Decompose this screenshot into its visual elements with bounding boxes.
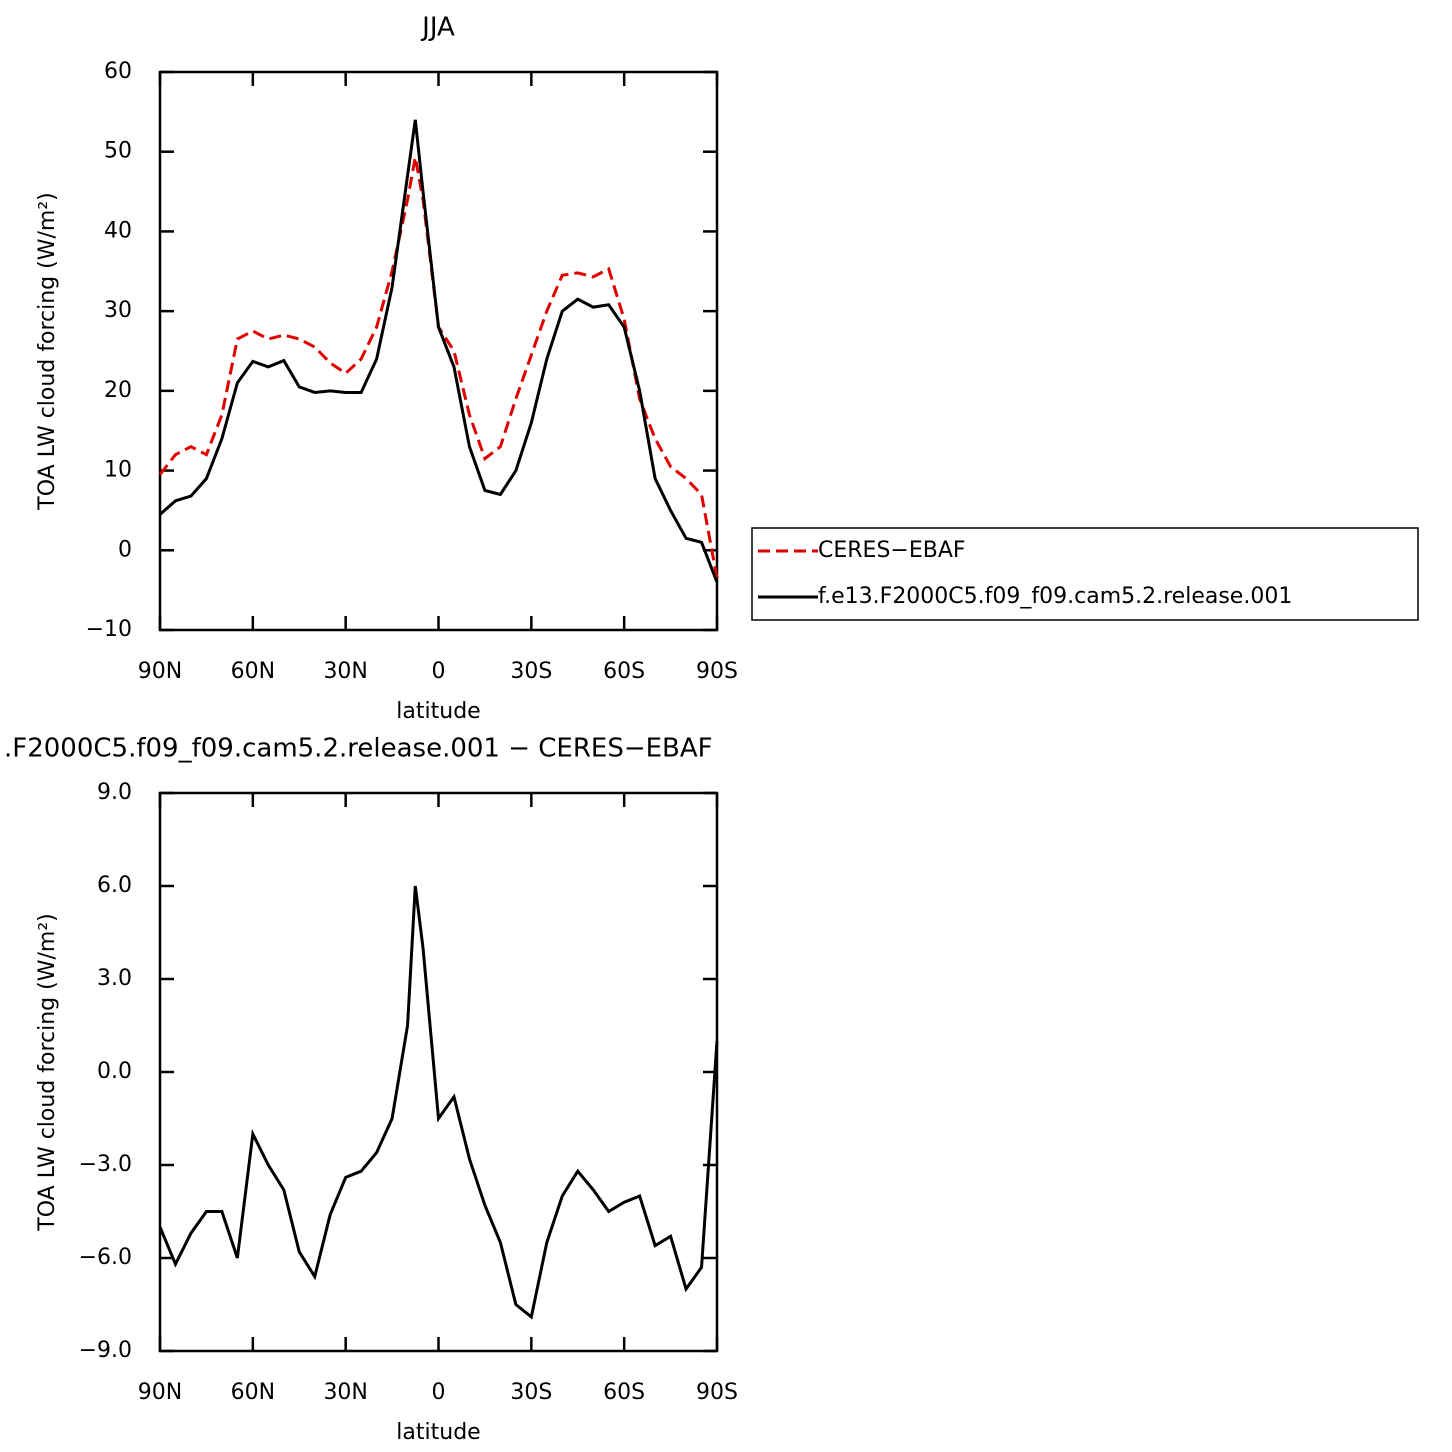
y-tick-label: −10 bbox=[86, 617, 132, 642]
x-tick-label: 60N bbox=[231, 659, 275, 684]
y-tick-label: 3.0 bbox=[97, 966, 132, 991]
x-tick-label: 90S bbox=[696, 659, 738, 684]
y-tick-label: 10 bbox=[104, 458, 132, 483]
y-tick-label: 6.0 bbox=[97, 873, 132, 898]
data-line bbox=[159, 119, 719, 583]
x-axis-label: latitude bbox=[396, 1420, 480, 1445]
y-tick-label: −9.0 bbox=[79, 1338, 132, 1363]
y-tick-label: −3.0 bbox=[79, 1152, 132, 1177]
chart-title: .F2000C5.f09_f09.cam5.2.release.001 − CE… bbox=[4, 734, 713, 764]
legend-label: f.e13.F2000C5.f09_f09.cam5.2.release.001 bbox=[818, 584, 1292, 609]
x-tick-label: 90S bbox=[696, 1380, 738, 1405]
data-line bbox=[158, 885, 719, 1320]
data-line bbox=[158, 157, 719, 579]
chart-title: JJA bbox=[420, 13, 455, 43]
legend-label: CERES−EBAF bbox=[818, 538, 966, 563]
x-tick-label: 60S bbox=[603, 1380, 645, 1405]
legend-box bbox=[751, 527, 1419, 621]
x-tick-label: 60N bbox=[231, 1380, 275, 1405]
y-axis-label: TOA LW cloud forcing (W/m²) bbox=[35, 192, 60, 510]
y-axis-label: TOA LW cloud forcing (W/m²) bbox=[35, 913, 60, 1231]
plot-frame bbox=[158, 70, 719, 632]
x-tick-label: 30N bbox=[323, 659, 367, 684]
y-tick-label: 20 bbox=[104, 378, 132, 403]
y-tick-label: 30 bbox=[104, 298, 132, 323]
y-tick-label: 9.0 bbox=[97, 780, 132, 805]
y-tick-label: 0 bbox=[118, 537, 132, 562]
y-tick-label: 50 bbox=[104, 139, 132, 164]
x-tick-label: 90N bbox=[138, 1380, 182, 1405]
x-tick-label: 0 bbox=[432, 659, 446, 684]
y-tick-label: 60 bbox=[104, 59, 132, 84]
x-tick-label: 60S bbox=[603, 659, 645, 684]
x-tick-label: 30N bbox=[323, 1380, 367, 1405]
y-tick-label: 0.0 bbox=[97, 1059, 132, 1084]
plot-frame bbox=[158, 791, 719, 1353]
y-tick-label: 40 bbox=[104, 218, 132, 243]
x-tick-label: 0 bbox=[432, 1380, 446, 1405]
x-tick-label: 90N bbox=[138, 659, 182, 684]
x-tick-label: 30S bbox=[510, 659, 552, 684]
x-axis-label: latitude bbox=[396, 699, 480, 724]
y-tick-label: −6.0 bbox=[79, 1245, 132, 1270]
x-tick-label: 30S bbox=[510, 1380, 552, 1405]
